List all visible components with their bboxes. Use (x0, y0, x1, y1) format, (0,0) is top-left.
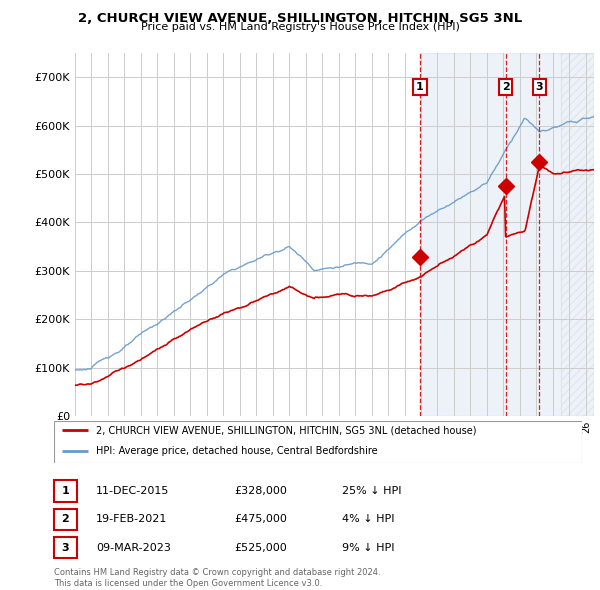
Text: 3: 3 (536, 82, 543, 92)
Bar (420, 53, 594, 416)
Text: Contains HM Land Registry data © Crown copyright and database right 2024.
This d: Contains HM Land Registry data © Crown c… (54, 568, 380, 588)
Text: 2, CHURCH VIEW AVENUE, SHILLINGTON, HITCHIN, SG5 3NL: 2, CHURCH VIEW AVENUE, SHILLINGTON, HITC… (78, 12, 522, 25)
Text: 4% ↓ HPI: 4% ↓ HPI (342, 514, 395, 524)
Text: HPI: Average price, detached house, Central Bedfordshire: HPI: Average price, detached house, Cent… (96, 446, 378, 456)
Text: 19-FEB-2021: 19-FEB-2021 (96, 514, 167, 524)
Text: 2, CHURCH VIEW AVENUE, SHILLINGTON, HITCHIN, SG5 3NL (detached house): 2, CHURCH VIEW AVENUE, SHILLINGTON, HITC… (96, 425, 477, 435)
Text: 1: 1 (416, 82, 424, 92)
Text: 09-MAR-2023: 09-MAR-2023 (96, 543, 171, 552)
Text: 2: 2 (502, 82, 509, 92)
Text: £525,000: £525,000 (234, 543, 287, 552)
Bar (561, 53, 594, 416)
Text: 3: 3 (62, 543, 69, 552)
Text: Price paid vs. HM Land Registry's House Price Index (HPI): Price paid vs. HM Land Registry's House … (140, 22, 460, 32)
Text: £328,000: £328,000 (234, 486, 287, 496)
Text: 11-DEC-2015: 11-DEC-2015 (96, 486, 169, 496)
FancyBboxPatch shape (54, 421, 582, 463)
Text: 2: 2 (62, 514, 69, 524)
Text: 9% ↓ HPI: 9% ↓ HPI (342, 543, 395, 552)
Text: £475,000: £475,000 (234, 514, 287, 524)
Text: 25% ↓ HPI: 25% ↓ HPI (342, 486, 401, 496)
Text: 1: 1 (62, 486, 69, 496)
